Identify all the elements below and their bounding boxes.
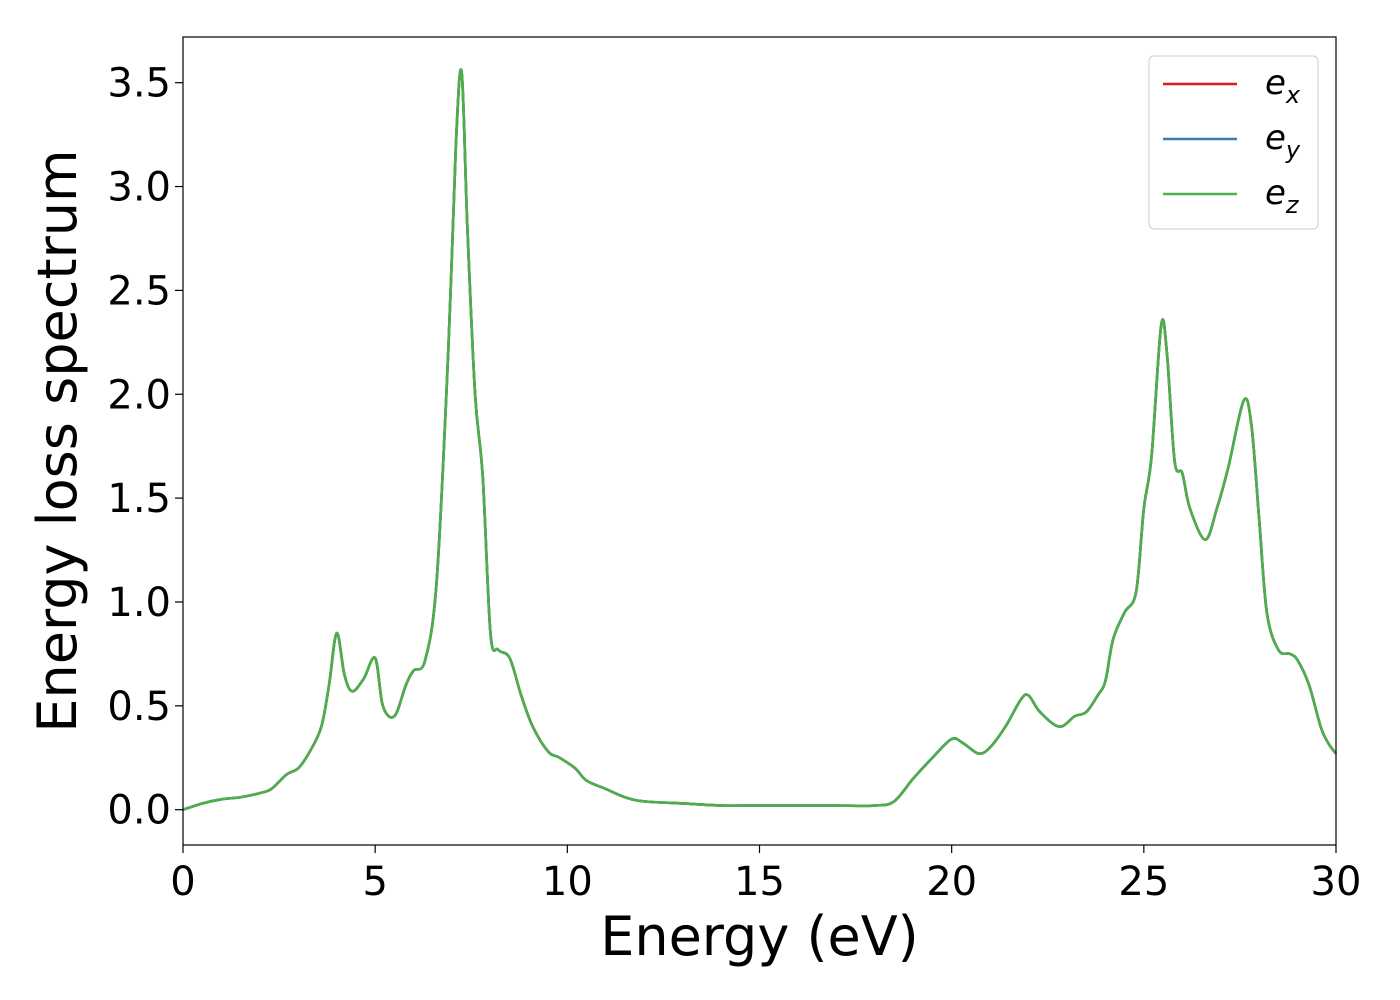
- y-tick-label: 0.0: [107, 788, 171, 834]
- x-axis-title: Energy (eV): [600, 905, 919, 968]
- y-tick-label: 3.0: [107, 165, 171, 211]
- y-tick-label: 1.5: [107, 476, 171, 522]
- x-tick-label: 30: [1311, 859, 1362, 905]
- series-line-z: [182, 68, 1338, 811]
- ticks-layer: 0 5 10 15 20 25 30 0.0 0.5 1.0 1.5 2.0 2.5 3.0 3.5: [107, 61, 1361, 905]
- x-tick-label: 5: [362, 859, 387, 905]
- legend-label-x: ex: [1265, 63, 1301, 109]
- x-tick-label: 0: [170, 859, 195, 905]
- y-tick-label: 2.0: [107, 372, 171, 418]
- x-tick-label: 15: [734, 859, 785, 905]
- legend-label-y: ey: [1265, 118, 1301, 164]
- x-tick-label: 25: [1118, 859, 1169, 905]
- series-layer: [182, 68, 1338, 811]
- legend-box: [1148, 55, 1319, 230]
- y-tick-label: 1.0: [107, 580, 171, 626]
- y-tick-label: 3.5: [107, 61, 171, 107]
- legend: ex ey ez: [1148, 55, 1319, 230]
- x-tick-label: 10: [542, 859, 593, 905]
- legend-label-z: ez: [1265, 173, 1300, 219]
- y-tick-label: 0.5: [107, 684, 171, 730]
- y-axis-title: Energy loss spectrum: [26, 149, 89, 732]
- x-tick-label: 20: [926, 859, 977, 905]
- y-tick-label: 2.5: [107, 268, 171, 314]
